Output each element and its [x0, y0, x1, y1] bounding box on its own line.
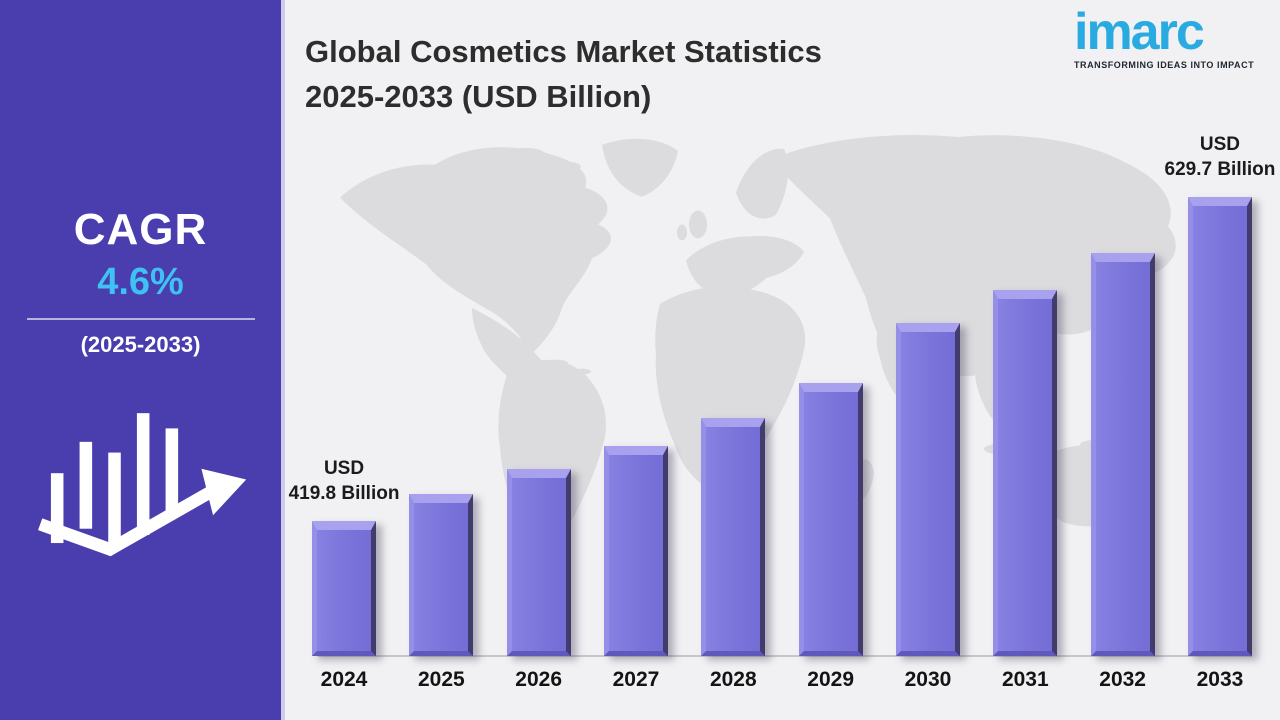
page-title: Global Cosmetics Market Statistics 2025-…	[305, 30, 1005, 120]
bar-2031	[993, 290, 1058, 656]
bar-column-2033: 2033 USD 629.7 Billion	[1165, 134, 1276, 691]
bar-column-2024: 2024 USD 419.8 Billion	[289, 458, 400, 691]
sidebar: CAGR 4.6% (2025-2033)	[0, 0, 285, 720]
title-line-1: Global Cosmetics Market Statistics	[305, 34, 822, 69]
value-callout-2033: USD 629.7 Billion	[1164, 133, 1276, 181]
value-callout-2024: USD 419.8 Billion	[288, 457, 400, 505]
bar-column-2028: 2028	[701, 418, 766, 691]
bar-column-2026: 2026	[506, 469, 571, 691]
x-axis-line	[318, 655, 1252, 657]
title-line-2: 2025-2033 (USD Billion)	[305, 78, 652, 114]
bar-2024	[312, 521, 376, 656]
x-axis-label-2028: 2028	[709, 668, 757, 691]
x-axis-label-2030: 2030	[904, 668, 952, 691]
bar-2032	[1090, 253, 1155, 656]
bar-2027	[603, 446, 668, 656]
bar-column-2030: 2030	[895, 323, 960, 691]
x-axis-label-2029: 2029	[807, 668, 854, 691]
bar-2028	[701, 418, 766, 656]
bar-2033	[1187, 197, 1252, 656]
imarc-logo-wordmark: imarc	[1074, 3, 1205, 61]
x-axis-label-2024: 2024	[320, 668, 368, 691]
bar-2026	[506, 469, 571, 656]
bar-2029	[798, 383, 863, 656]
bar-2025	[409, 494, 474, 656]
x-axis-label-2027: 2027	[612, 668, 660, 691]
bar-column-2031: 2031	[993, 290, 1058, 691]
bar-column-2029: 2029	[798, 383, 863, 691]
imarc-logo: imarc TRANSFORMING IDEAS INTO IMPACT	[1074, 6, 1264, 70]
x-axis-label-2032: 2032	[1099, 668, 1146, 691]
cagr-value: 4.6%	[97, 261, 184, 303]
x-axis-label-2026: 2026	[515, 668, 563, 691]
x-axis-label-2031: 2031	[1001, 668, 1049, 691]
x-axis-label-2025: 2025	[417, 668, 465, 691]
cagr-label: CAGR	[73, 205, 208, 254]
bar-column-2032: 2032	[1090, 253, 1155, 691]
bar-2030	[895, 323, 960, 656]
imarc-logo-tagline: TRANSFORMING IDEAS INTO IMPACT	[1074, 60, 1255, 70]
bar-chart-upward-arrow-icon	[33, 406, 248, 566]
x-axis-label-2033: 2033	[1196, 668, 1244, 691]
bar-column-2025: 2025	[409, 494, 474, 691]
divider	[26, 318, 255, 320]
bars: 2024 USD 419.8 Billion 2025 2026 2027 2028 2029…	[289, 96, 1276, 691]
cagr-period: (2025-2033)	[80, 332, 201, 357]
bar-column-2027: 2027	[603, 446, 668, 691]
